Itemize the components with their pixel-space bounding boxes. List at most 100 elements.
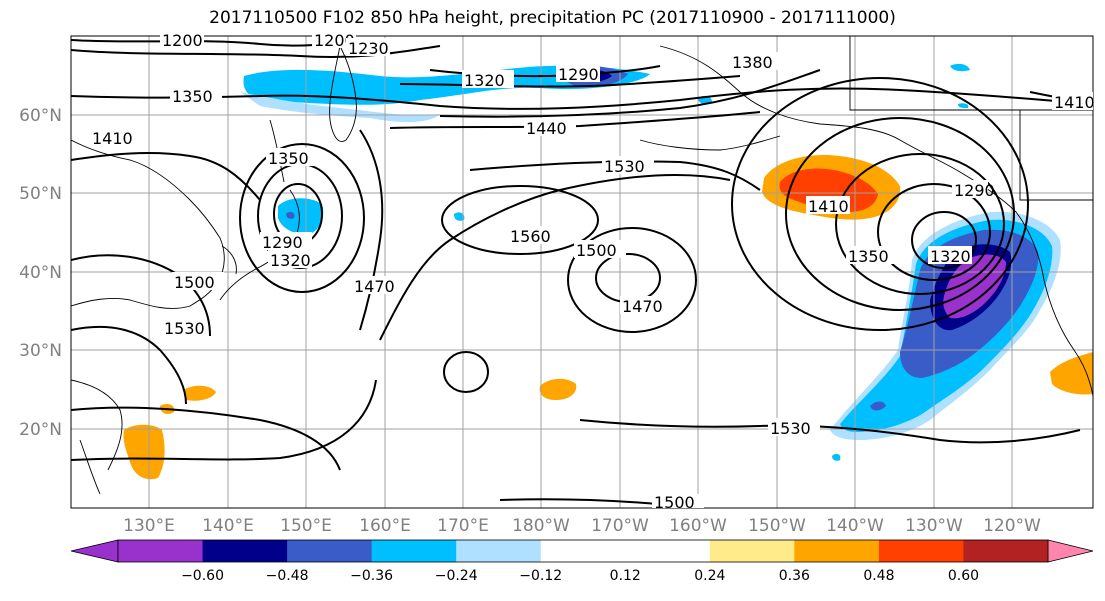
height-contours xyxy=(71,39,1093,507)
colorbar-segment xyxy=(878,540,964,562)
contour-label: 1290 xyxy=(954,181,995,200)
contour-label: 1350 xyxy=(268,149,309,168)
colorbar-segment xyxy=(118,540,204,562)
contour-label: 1230 xyxy=(348,39,389,58)
contour-label: 1500 xyxy=(174,273,215,292)
contour-label: 1320 xyxy=(930,247,971,266)
colorbar-border xyxy=(117,539,1049,563)
contour-label: 1440 xyxy=(526,119,567,138)
contour-label: 1500 xyxy=(576,241,617,260)
colorbar-segment xyxy=(709,540,795,562)
precip-fill-gulf-alaska-red xyxy=(779,168,878,212)
precip-fill-mid-orange xyxy=(539,378,577,400)
lon-label: 140°E xyxy=(202,516,254,536)
precip-fill-japan-small xyxy=(454,212,465,221)
contour-low-ne-5 xyxy=(731,77,1029,331)
colorbar-segment xyxy=(625,540,711,562)
contour-1530-east xyxy=(579,419,1081,444)
contour-label: 1410 xyxy=(1054,93,1095,112)
lat-label: 50°N xyxy=(19,184,62,204)
contour-low-japan-3 xyxy=(239,143,365,293)
contour-label: 1470 xyxy=(354,277,395,296)
colorbar-segment xyxy=(963,540,1049,562)
contour-label: 1560 xyxy=(510,227,551,246)
coast-korea xyxy=(221,245,237,275)
colorbar-segment xyxy=(371,540,457,562)
contour-1470 xyxy=(71,152,261,201)
colorbar-tick-label: 0.12 xyxy=(610,568,641,584)
contour-low-ne-3 xyxy=(835,153,1005,295)
precip-fill-ne-pacific-tail xyxy=(870,401,886,411)
colorbar-segment xyxy=(202,540,288,562)
lat-label: 20°N xyxy=(19,420,62,440)
coast-aleutians xyxy=(639,135,781,151)
lon-label: 160°W xyxy=(669,516,727,536)
contour-1530-west xyxy=(71,326,187,405)
precip-fill-north-right2 xyxy=(958,103,969,108)
precip-fill-mexico-orange xyxy=(1050,352,1093,395)
contour-label: 1500 xyxy=(654,493,695,512)
colorbar-tick-label: −0.24 xyxy=(435,568,478,584)
longitude-labels: 130°E 140°E 150°E 160°E 170°E 180°W 170°… xyxy=(123,516,1041,536)
colorbar-extend-high xyxy=(1047,539,1094,563)
contour-label-group: 1200 1200 1230 1290 1320 1320 1350 1350 … xyxy=(90,30,1095,512)
lon-label: 120°W xyxy=(983,516,1041,536)
contour-label: 1410 xyxy=(808,197,849,216)
colorbar-tick-label: 0.36 xyxy=(779,568,810,584)
colorbar-segment xyxy=(287,540,373,562)
contour-label: 1200 xyxy=(314,31,355,50)
contour-label: 1530 xyxy=(770,419,811,438)
lon-label: 130°E xyxy=(123,516,175,536)
colorbar-segment xyxy=(456,540,542,562)
contour-1320 xyxy=(399,75,741,88)
colorbar-tick-label: 0.24 xyxy=(694,568,725,584)
contour-label: 1530 xyxy=(604,157,645,176)
contour-label: 1350 xyxy=(848,247,889,266)
contour-low-1500-central xyxy=(567,227,697,333)
colorbar-extend-low xyxy=(70,539,119,563)
latitude-labels: 60°N 50°N 40°N 30°N 20°N xyxy=(19,106,62,440)
contour-label: 1200 xyxy=(162,31,203,50)
contour-label: 1320 xyxy=(270,251,311,270)
colorbar-segment xyxy=(540,540,626,562)
coast-philippines xyxy=(79,439,101,495)
map-title: 2017110500 F102 850 hPa height, precipit… xyxy=(209,8,896,28)
lon-label: 140°W xyxy=(826,516,884,536)
coast-alaska xyxy=(659,45,1093,397)
contour-label: 1290 xyxy=(262,233,303,252)
precip-fill-north-right xyxy=(950,63,970,72)
contour-low-ne-1 xyxy=(911,211,977,269)
colorbar-tick-label: 0.60 xyxy=(948,568,979,584)
contour-label: 1530 xyxy=(164,319,205,338)
contour-low-ne-2 xyxy=(877,183,991,281)
contour-1440 xyxy=(389,111,761,129)
precip-fill-west-orange1 xyxy=(184,385,216,401)
colorbar-tick-label: −0.48 xyxy=(266,568,309,584)
coast-china-south xyxy=(71,379,123,471)
contour-1350-north xyxy=(71,87,1093,110)
contour-1530-central xyxy=(379,174,731,341)
lon-label: 160°E xyxy=(359,516,411,536)
lon-label: 150°W xyxy=(748,516,806,536)
colorbar-tick-label: 0.48 xyxy=(863,568,894,584)
contour-high-1560 xyxy=(441,185,599,255)
contour-label: 1380 xyxy=(732,53,773,72)
precip-fill-west-orange3 xyxy=(123,424,165,480)
colorbar-tick-label: −0.12 xyxy=(519,568,562,584)
lon-label: 170°W xyxy=(591,516,649,536)
lon-label: 130°W xyxy=(905,516,963,536)
lon-label: 180°W xyxy=(512,516,570,536)
lon-label: 170°E xyxy=(437,516,489,536)
contour-label: 1320 xyxy=(464,71,505,90)
coast-asia xyxy=(71,139,225,309)
contour-low-ne-4 xyxy=(785,117,1015,311)
colorbar: −0.60 −0.48 −0.36 −0.24 −0.12 0.12 0.24 0.36 0.4… xyxy=(70,539,1094,584)
lat-label: 30°N xyxy=(19,341,62,361)
precip-fill-ne-pacific-dot xyxy=(832,453,841,461)
contour-small-central xyxy=(443,351,489,393)
lat-label: 40°N xyxy=(19,263,62,283)
contour-1380 xyxy=(439,69,821,118)
precip-fill-japan-core xyxy=(286,211,295,219)
lon-label: 150°E xyxy=(280,516,332,536)
